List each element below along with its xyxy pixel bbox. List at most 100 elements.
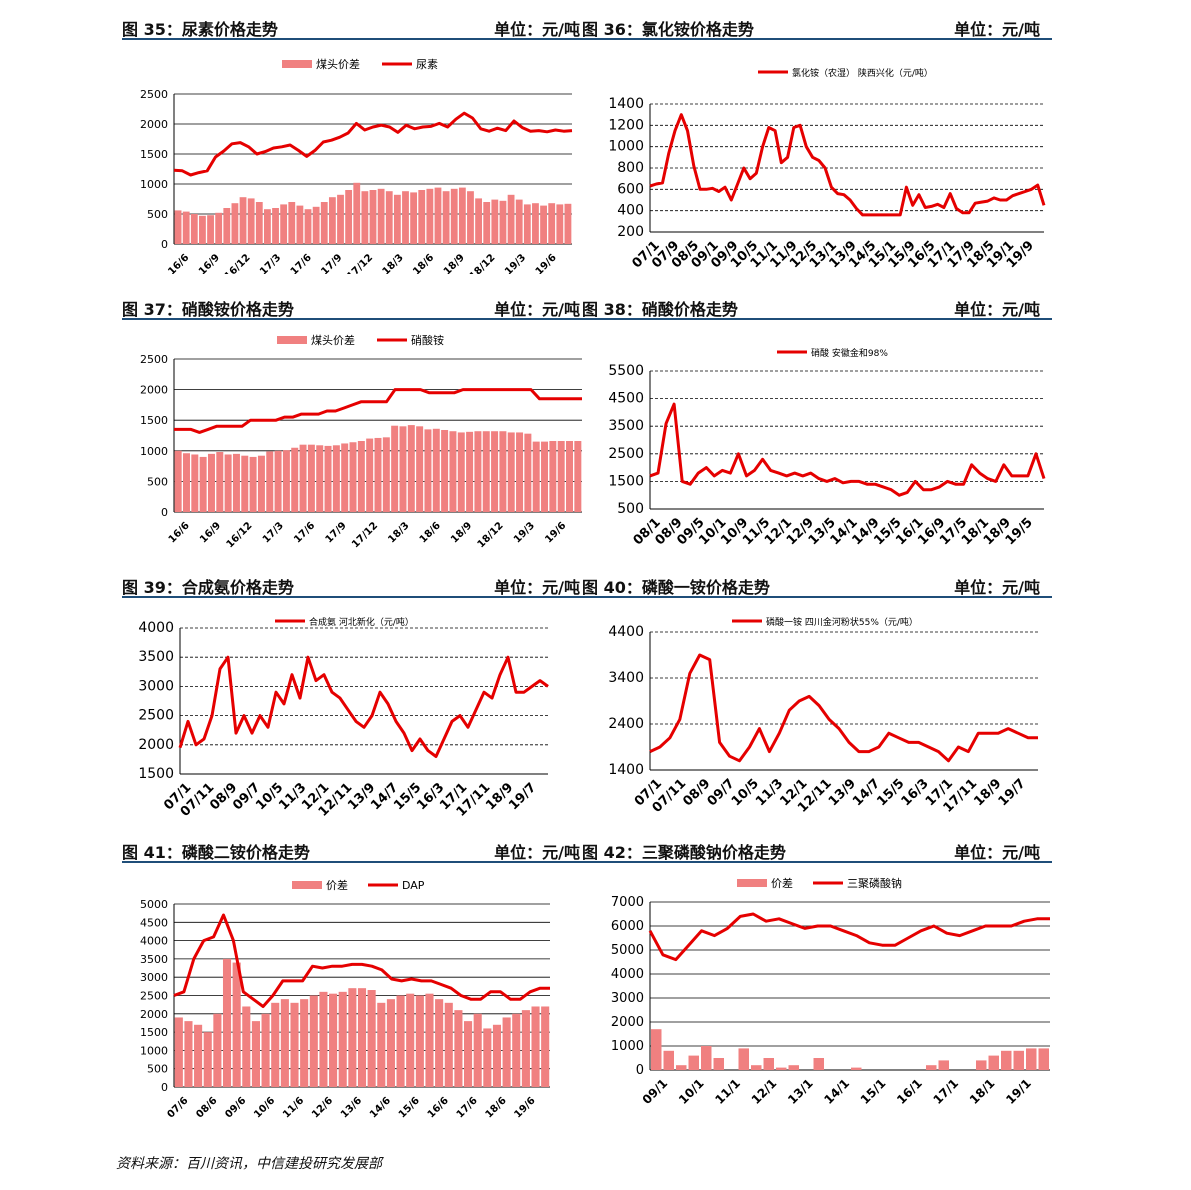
- bar: [182, 453, 190, 512]
- bar: [357, 441, 365, 512]
- bar: [426, 188, 434, 244]
- bar: [701, 1046, 712, 1070]
- bar: [184, 1021, 193, 1087]
- bar: [491, 199, 499, 244]
- y-tick-label: 500: [147, 475, 168, 488]
- y-tick-label: 4500: [140, 916, 168, 929]
- bar: [190, 214, 198, 244]
- series-line: [174, 388, 582, 434]
- bar: [216, 452, 224, 512]
- x-tick-label: 17/6: [292, 520, 317, 545]
- chart-unit: 单位：元/吨: [494, 300, 580, 319]
- bar: [406, 993, 415, 1087]
- bar: [399, 426, 407, 512]
- bar: [288, 202, 296, 244]
- x-tick-label: 14/7: [850, 776, 883, 809]
- bar: [1026, 1048, 1037, 1070]
- bar: [207, 215, 214, 244]
- chart-panel-38: 图 38：硝酸价格走势 单位：元/吨 500 1500 2500 3500 4500 55…: [582, 294, 1052, 548]
- y-tick-label: 2000: [140, 118, 168, 131]
- panel-header: 图 36：氯化铵价格走势 单位：元/吨: [582, 14, 1052, 40]
- x-tick-label: 15/5: [874, 776, 907, 809]
- x-tick-label: 17/9: [324, 520, 349, 545]
- bar: [763, 1058, 774, 1070]
- bar: [291, 447, 299, 512]
- bar: [434, 187, 442, 244]
- bar: [813, 1058, 824, 1070]
- bar: [466, 431, 474, 512]
- x-tick-label: 09/7: [705, 776, 738, 809]
- chart-unit: 单位：元/吨: [954, 843, 1040, 862]
- bar: [1013, 1050, 1024, 1070]
- bar: [199, 456, 207, 512]
- x-tick-label: 17/9: [319, 252, 344, 274]
- series-line: [649, 653, 1038, 763]
- series-line: [178, 655, 549, 758]
- chart-panel-37: 图 37：硝酸铵价格走势 单位：元/吨 0 500 1000 1500 2000 2500…: [122, 294, 592, 550]
- bar: [385, 191, 393, 244]
- bar: [174, 1017, 183, 1087]
- bar: [416, 426, 424, 512]
- ammonium-chloride-price-chart: 20040060080010001200140007/107/908/509/1…: [608, 67, 1046, 271]
- bar: [391, 425, 399, 512]
- bar: [424, 429, 432, 512]
- y-tick-label: 400: [617, 203, 644, 219]
- x-tick-label: 18/9: [971, 776, 1004, 809]
- legend-bar-label: 煤头价差: [311, 333, 355, 347]
- legend-bar-swatch: [277, 336, 307, 344]
- bar: [266, 451, 274, 512]
- bar: [574, 441, 582, 512]
- bar: [1038, 1048, 1049, 1070]
- bar: [441, 429, 449, 512]
- panel-header: 图 41：磷酸二铵价格走势 单位：元/吨: [122, 837, 592, 863]
- chart-title: 图 41：磷酸二铵价格走势: [122, 843, 310, 862]
- chart-title: 图 38：硝酸价格走势: [582, 300, 738, 319]
- bar: [688, 1055, 699, 1070]
- x-tick-label: 10/6: [252, 1095, 277, 1120]
- y-tick-label: 2500: [140, 353, 168, 366]
- bar: [464, 1021, 473, 1087]
- bar: [450, 188, 458, 244]
- series-line: [648, 912, 1050, 962]
- y-tick-label: 500: [147, 208, 168, 221]
- bar: [396, 995, 405, 1087]
- chart-panel-42: 图 42：三聚磷酸钠价格走势 单位：元/吨 0 1000 2000 3000 4000 5…: [582, 837, 1052, 1107]
- chart-unit: 单位：元/吨: [494, 843, 580, 862]
- y-tick-label: 2000: [140, 1008, 168, 1021]
- y-tick-label: 600: [617, 181, 644, 197]
- bar: [541, 1006, 550, 1087]
- x-tick-label: 16/6: [166, 252, 191, 274]
- x-tick-label: 09/1: [640, 1076, 671, 1107]
- x-tick-label: 13/1: [785, 1076, 816, 1107]
- bar: [516, 432, 524, 512]
- bar: [241, 455, 249, 512]
- x-tick-label: 19/3: [512, 520, 537, 545]
- bar: [263, 209, 271, 244]
- y-tick-label: 3400: [608, 670, 644, 686]
- synthetic-ammonia-price-chart: 15002000250030003500400007/107/1108/909/…: [138, 616, 549, 820]
- y-tick-label: 500: [147, 1063, 168, 1076]
- bar: [223, 208, 231, 244]
- legend-bar-swatch: [737, 879, 767, 887]
- bar: [232, 453, 240, 512]
- x-tick-label: 17/6: [455, 1095, 480, 1120]
- bar: [467, 191, 474, 244]
- bar: [483, 202, 491, 244]
- bar: [324, 445, 332, 512]
- bar: [199, 215, 206, 244]
- legend-line-label: 磷酸一铵 四川金河粉状55%（元/吨）: [766, 616, 918, 628]
- y-tick-label: 1500: [140, 1026, 168, 1039]
- bar: [564, 203, 572, 244]
- chart-unit: 单位：元/吨: [494, 578, 580, 597]
- x-tick-label: 17/12: [350, 520, 380, 550]
- chart-panel-40: 图 40：磷酸一铵价格走势 单位：元/吨 1400 2400 3400 4400 07/…: [582, 572, 1052, 816]
- bar: [309, 995, 318, 1087]
- bar: [515, 199, 523, 244]
- bar: [988, 1055, 999, 1070]
- x-tick-label: 19/1: [1003, 1076, 1034, 1107]
- bar: [751, 1065, 762, 1070]
- chart-title: 图 36：氯化铵价格走势: [582, 20, 754, 39]
- bar: [215, 212, 223, 244]
- bar: [407, 425, 415, 512]
- bar: [319, 991, 328, 1087]
